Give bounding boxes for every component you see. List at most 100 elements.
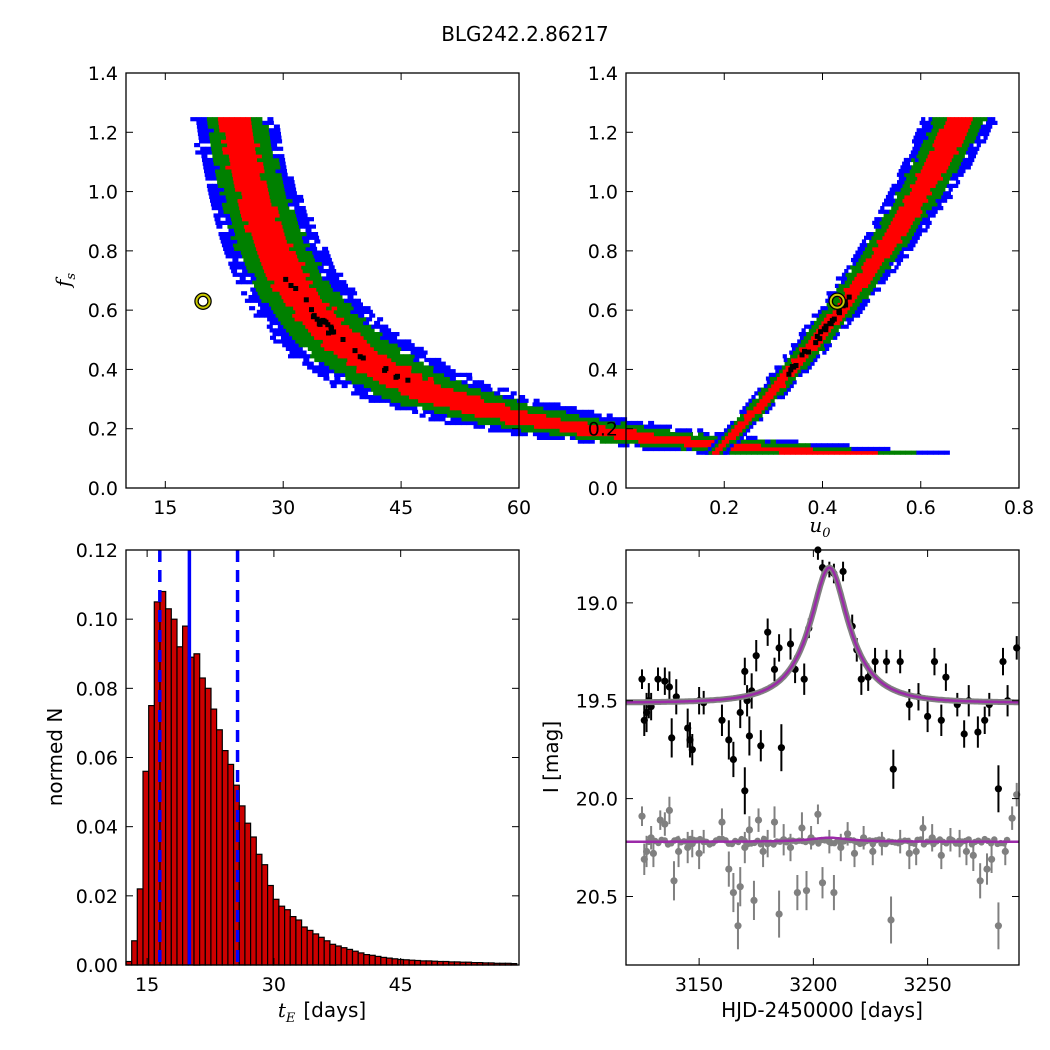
density-cell [624, 435, 631, 440]
density-cell [304, 306, 311, 311]
density-cell [788, 443, 795, 448]
density-cell [345, 291, 352, 296]
density-cell [904, 235, 909, 240]
density-cell [866, 250, 871, 255]
density-cell [279, 187, 286, 192]
density-cell [834, 283, 840, 288]
density-cell [567, 424, 573, 429]
density-cell [946, 135, 951, 140]
density-cell [326, 354, 333, 359]
density-cell [890, 254, 895, 259]
density-cell [317, 350, 324, 355]
density-cell [293, 306, 300, 311]
density-cell [867, 446, 874, 452]
density-cell [215, 172, 222, 177]
density-cell [804, 324, 809, 329]
density-cell [383, 376, 390, 381]
density-cell [554, 428, 561, 433]
density-cell [925, 124, 930, 129]
density-cell [559, 428, 566, 433]
density-cell [244, 261, 251, 266]
density-cell [760, 402, 765, 407]
density-cell [736, 435, 741, 440]
density-cell [315, 343, 322, 348]
density-cell [420, 354, 427, 359]
density-cell [216, 224, 223, 229]
density-cell [768, 372, 773, 377]
density-cell [827, 443, 834, 448]
density-cell [444, 376, 451, 381]
density-cell [950, 117, 955, 122]
density-cell [910, 450, 917, 455]
density-cell [918, 150, 923, 155]
density-cell [959, 131, 964, 137]
density-cell [740, 450, 747, 455]
data-point [741, 667, 749, 676]
density-cell [307, 291, 314, 296]
density-cell [391, 357, 398, 363]
density-cell [928, 206, 933, 211]
density-cell [943, 198, 948, 203]
data-point [988, 855, 996, 863]
density-cell [813, 343, 818, 348]
density-cell [772, 391, 777, 396]
density-cell [900, 194, 905, 200]
density-cell [240, 157, 247, 163]
density-cell [727, 428, 732, 433]
density-cell [342, 306, 349, 311]
density-cell [433, 372, 440, 377]
density-cell [275, 254, 282, 259]
density-cell [510, 406, 517, 411]
density-cell [254, 224, 261, 229]
density-cell [849, 317, 854, 322]
data-point [802, 887, 811, 895]
density-cell [411, 406, 418, 411]
density-cell [953, 169, 959, 174]
density-cell [210, 198, 216, 203]
density-cell [281, 220, 288, 225]
density-cell [778, 365, 783, 370]
density-cell [915, 187, 920, 192]
density-cell [872, 239, 878, 244]
density-cell [755, 398, 760, 403]
density-cell [346, 320, 353, 326]
density-cell [957, 161, 962, 166]
density-cell [886, 272, 891, 277]
density-cell [723, 450, 728, 455]
density-cell [236, 235, 243, 240]
density-cell [427, 376, 434, 381]
density-cell [919, 194, 924, 200]
density-cell [775, 439, 782, 444]
density-cell [377, 339, 384, 344]
density-cell [940, 150, 945, 155]
density-cell [655, 424, 661, 429]
density-cell [660, 424, 667, 429]
density-cell [257, 128, 264, 133]
density-cell [346, 380, 353, 385]
density-cell [475, 387, 482, 392]
density-cell [287, 272, 294, 277]
density-cell [221, 176, 228, 181]
density-cell [234, 117, 241, 122]
density-cell [435, 383, 442, 389]
x-tick-label: 45 [389, 974, 413, 996]
density-cell [587, 432, 594, 437]
density-cell [766, 443, 773, 448]
density-cell [908, 228, 913, 233]
density-cell [261, 150, 268, 155]
density-cell [903, 217, 908, 222]
density-cell [796, 365, 801, 370]
density-cell [313, 346, 320, 351]
density-cell [517, 398, 524, 403]
density-cell [576, 420, 583, 426]
density-cell [939, 198, 944, 203]
density-cell [303, 313, 310, 318]
density-cell [301, 291, 308, 296]
density-cell [278, 246, 285, 251]
density-cell [205, 176, 212, 181]
density-cell [880, 206, 885, 211]
density-cell [609, 428, 616, 433]
density-cell [276, 139, 283, 144]
density-cell [963, 139, 968, 144]
density-cell [261, 287, 268, 292]
